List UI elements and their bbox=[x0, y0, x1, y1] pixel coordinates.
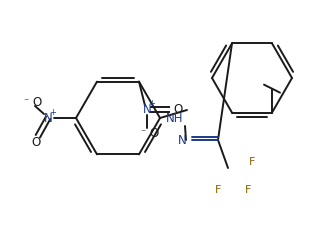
Text: ⁻: ⁻ bbox=[140, 129, 145, 139]
Text: N: N bbox=[43, 111, 52, 125]
Text: F: F bbox=[215, 185, 221, 195]
Text: O: O bbox=[31, 136, 41, 149]
Text: F: F bbox=[249, 157, 255, 167]
Text: O: O bbox=[32, 95, 41, 109]
Text: N: N bbox=[143, 103, 151, 116]
Text: O: O bbox=[149, 127, 158, 140]
Text: +: + bbox=[148, 99, 156, 108]
Text: +: + bbox=[50, 107, 56, 117]
Text: F: F bbox=[245, 185, 251, 195]
Text: N: N bbox=[178, 133, 187, 146]
Text: NH: NH bbox=[166, 111, 184, 125]
Text: O: O bbox=[173, 103, 182, 116]
Text: ⁻: ⁻ bbox=[23, 97, 28, 107]
